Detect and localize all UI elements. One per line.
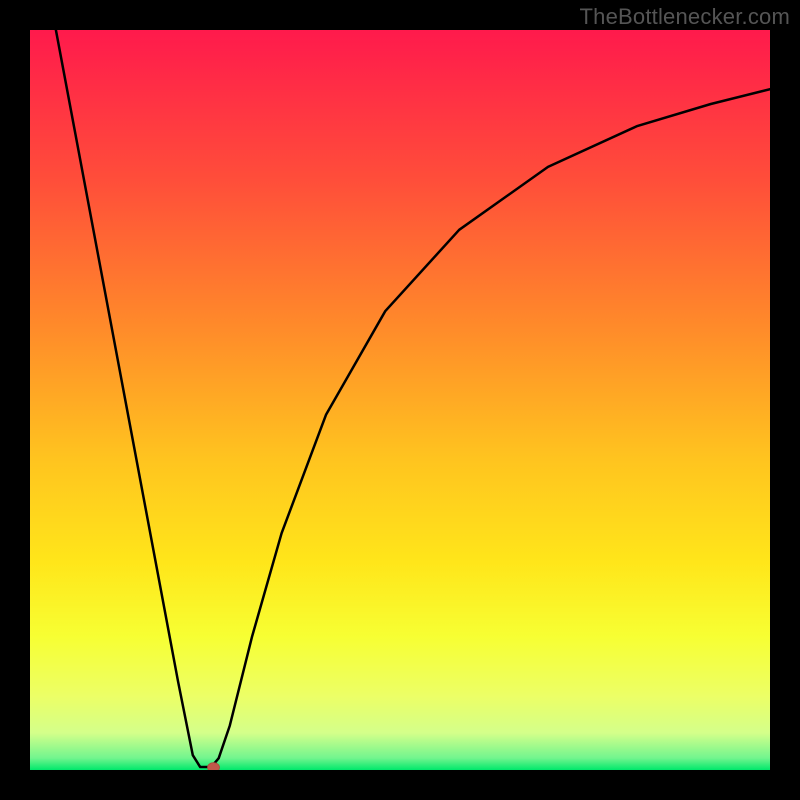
gradient-background (30, 30, 770, 770)
optimum-marker (208, 763, 220, 770)
chart-frame: TheBottlenecker.com (0, 0, 800, 800)
chart-plot (30, 30, 770, 770)
watermark-text: TheBottlenecker.com (580, 4, 790, 30)
